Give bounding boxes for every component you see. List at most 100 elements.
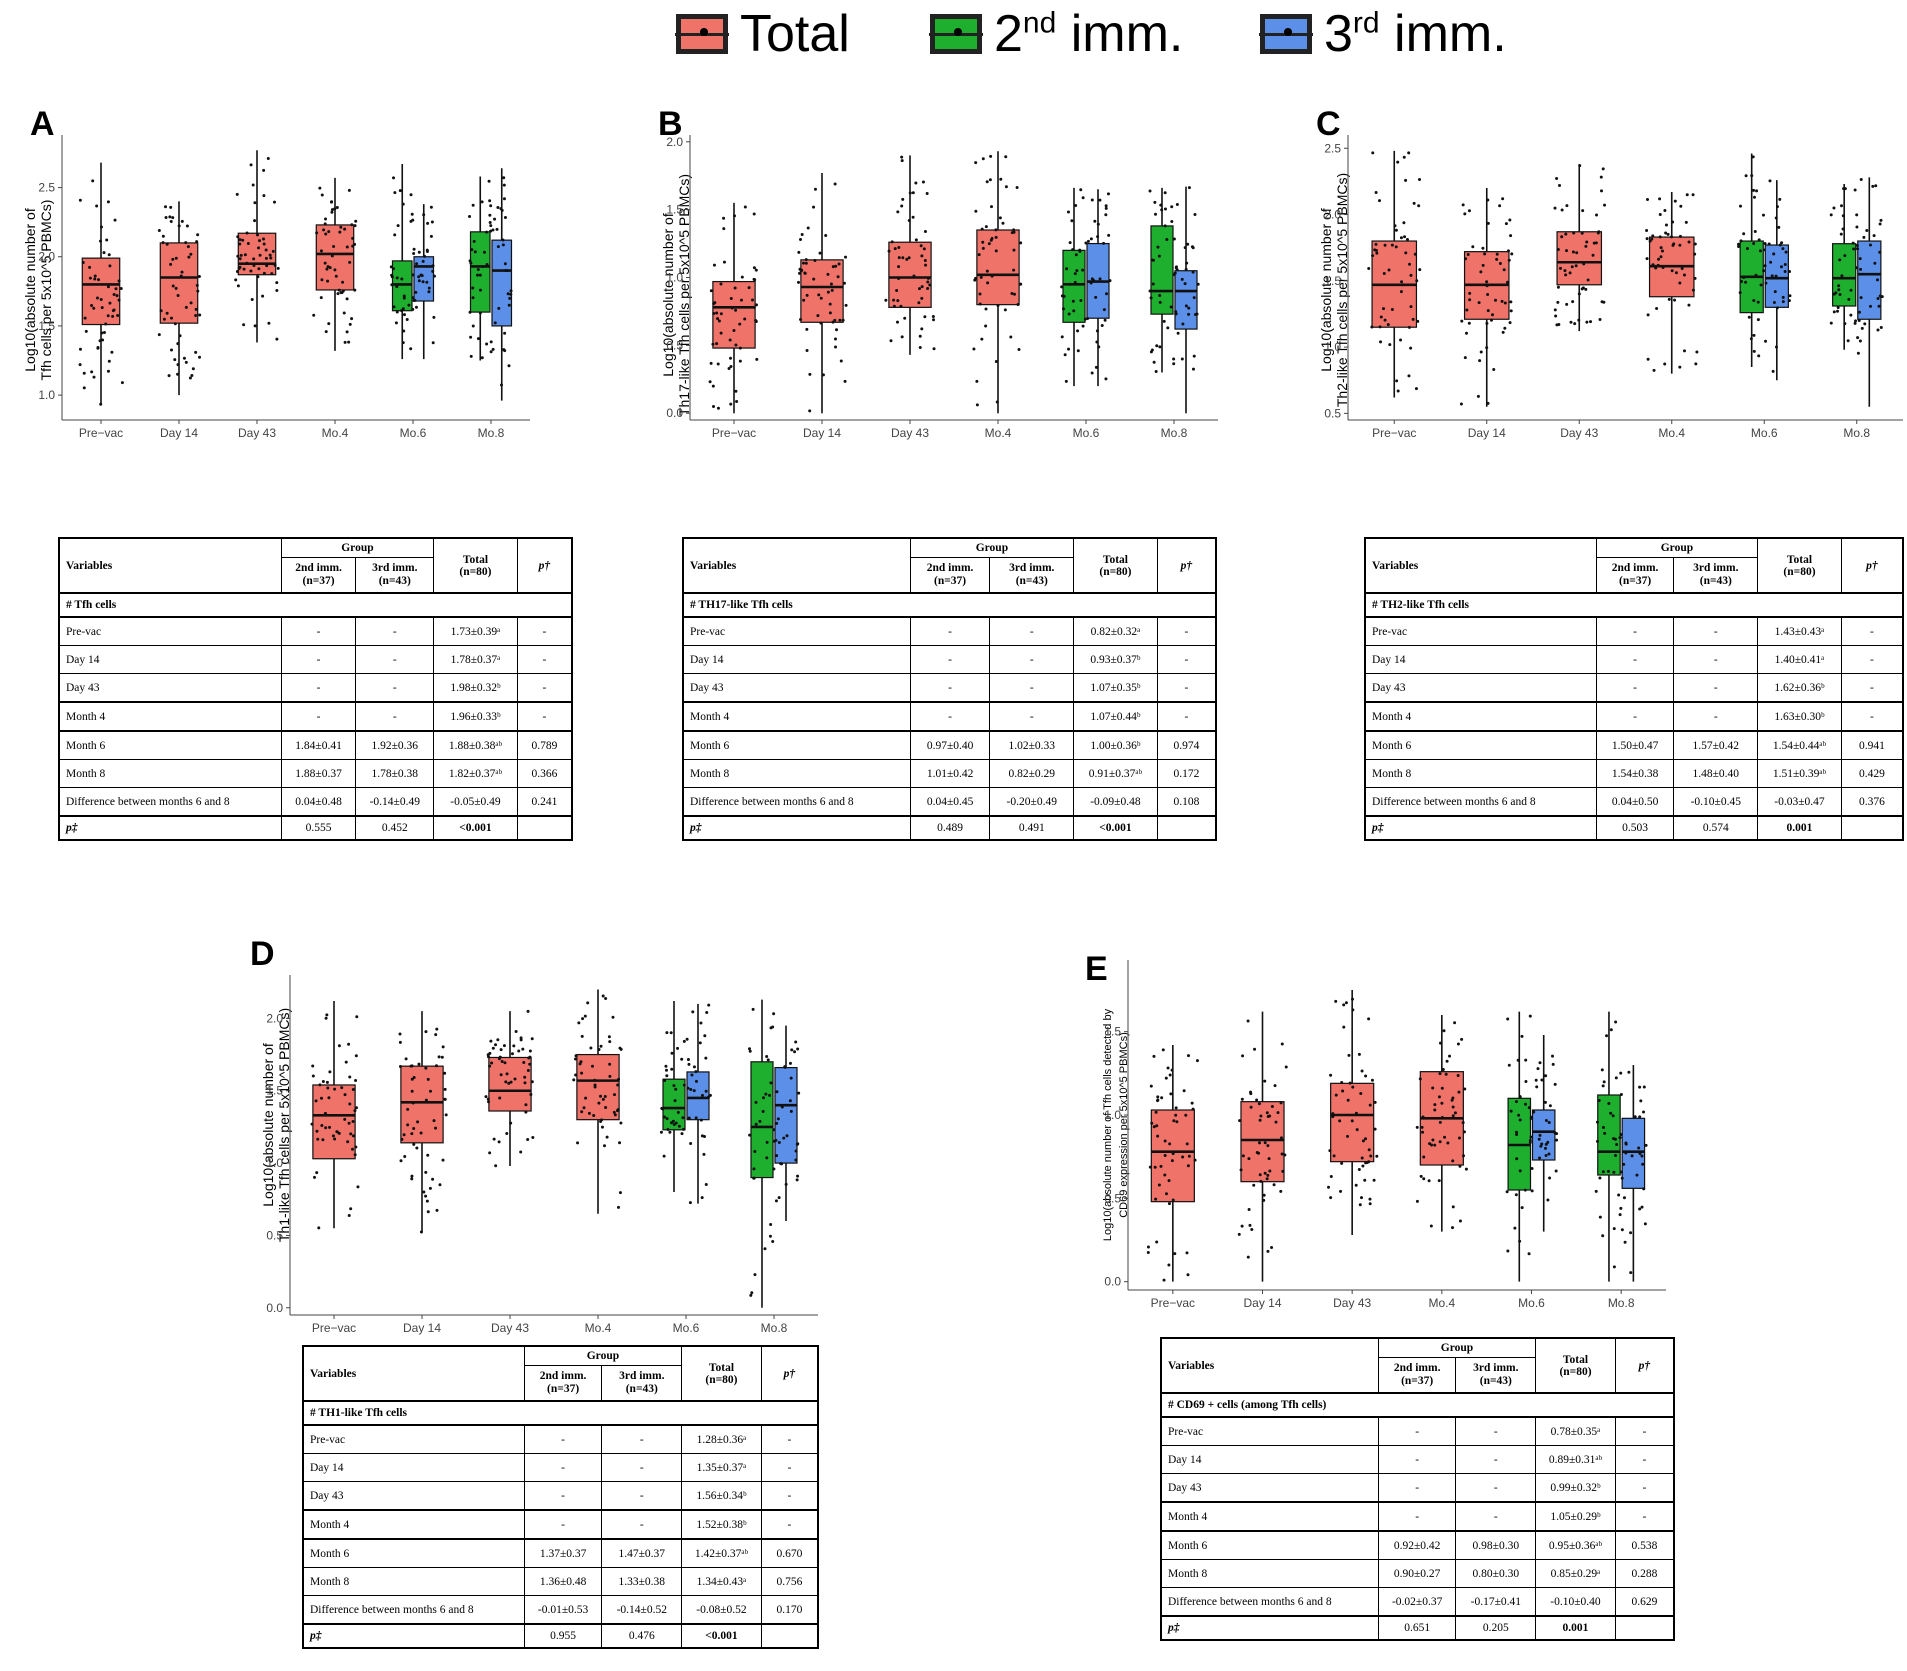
- data-point: [1596, 1139, 1600, 1143]
- data-point: [1163, 1154, 1167, 1158]
- table-cell: 1.51±0.39ᵃᵇ: [1757, 759, 1842, 788]
- data-point: [1498, 204, 1502, 208]
- data-point: [1619, 1071, 1623, 1075]
- data-point: [503, 262, 507, 266]
- data-point: [618, 1191, 622, 1195]
- data-point: [819, 321, 823, 325]
- data-point: [1104, 206, 1108, 210]
- data-point: [411, 296, 415, 300]
- data-point: [989, 238, 993, 242]
- data-point: [1079, 298, 1083, 302]
- data-point: [1399, 338, 1403, 342]
- data-point: [414, 305, 418, 309]
- data-point: [1399, 236, 1403, 240]
- table-cell: -: [1614, 1501, 1675, 1532]
- data-point: [1440, 1116, 1444, 1120]
- y-tick-label: 1.0: [1104, 1108, 1121, 1122]
- data-point: [1614, 1153, 1618, 1157]
- data-point: [1759, 283, 1763, 287]
- data-point: [1660, 249, 1664, 253]
- data-point: [1191, 246, 1195, 250]
- table-cell: -: [1156, 645, 1217, 674]
- panel-letter-b: B: [658, 105, 683, 143]
- table-cell: 0.89±0.31ᵃᵇ: [1535, 1445, 1616, 1474]
- data-point: [1498, 261, 1502, 265]
- data-point: [1187, 1054, 1191, 1058]
- data-point: [1405, 237, 1409, 241]
- data-point: [1763, 264, 1767, 268]
- data-point: [1417, 204, 1421, 208]
- data-point: [245, 231, 249, 235]
- data-point: [677, 1124, 681, 1128]
- data-point: [1524, 1080, 1528, 1084]
- table-row: Day 43- -1.98±0.32ᵇ -: [58, 673, 573, 703]
- data-point: [818, 251, 822, 255]
- data-point: [179, 274, 183, 278]
- row-label: Pre-vac: [682, 616, 911, 646]
- data-point: [167, 374, 171, 378]
- data-point: [1520, 1034, 1524, 1038]
- data-point: [1153, 200, 1157, 204]
- data-point: [1518, 1095, 1522, 1099]
- data-point: [735, 399, 739, 403]
- data-point: [100, 306, 104, 310]
- row-label: Month 8: [1364, 759, 1597, 788]
- data-point: [1515, 1130, 1519, 1134]
- data-point: [392, 176, 396, 180]
- data-point: [322, 228, 326, 232]
- data-point: [432, 1119, 436, 1123]
- row-label: Month 8: [1160, 1559, 1379, 1588]
- data-point: [107, 359, 111, 363]
- data-point: [1267, 1157, 1271, 1161]
- data-point: [1582, 262, 1586, 266]
- data-point: [1857, 310, 1861, 314]
- data-point: [795, 1142, 799, 1146]
- data-point: [1486, 309, 1490, 313]
- data-point: [104, 322, 108, 326]
- data-point: [507, 1081, 511, 1085]
- data-point: [438, 1183, 442, 1187]
- data-point: [400, 277, 404, 281]
- box-iqr: [1597, 1094, 1621, 1176]
- p-row-label: p‡: [682, 815, 911, 841]
- data-point: [522, 1060, 526, 1064]
- data-point: [99, 298, 103, 302]
- data-point: [662, 1115, 666, 1119]
- table-cell: 1.48±0.40: [1673, 759, 1759, 788]
- data-point: [1176, 331, 1180, 335]
- data-point: [353, 224, 357, 228]
- table-cell: -: [909, 673, 991, 703]
- data-point: [709, 289, 713, 293]
- box-total-1: [1459, 188, 1514, 407]
- data-point: [1365, 1161, 1369, 1165]
- data-point: [980, 337, 984, 341]
- data-point: [1258, 1141, 1262, 1145]
- data-point: [1193, 1158, 1197, 1162]
- data-point: [1598, 1215, 1602, 1219]
- table-row: Month 4- -1.96±0.33ᵇ -: [58, 701, 573, 732]
- data-point: [1238, 1119, 1242, 1123]
- data-point: [1266, 1249, 1270, 1253]
- data-point: [754, 1100, 758, 1104]
- data-point: [1656, 263, 1660, 267]
- box-3rd-imm-5: [1619, 1065, 1648, 1282]
- data-point: [897, 246, 901, 250]
- data-point: [1856, 336, 1860, 340]
- data-point: [400, 1137, 404, 1141]
- data-point: [1612, 1137, 1616, 1141]
- data-point: [425, 248, 429, 252]
- data-point: [1166, 326, 1170, 330]
- data-point: [1154, 369, 1158, 373]
- data-point: [748, 1133, 752, 1137]
- data-point: [1334, 999, 1338, 1003]
- data-point: [1241, 1154, 1245, 1158]
- table-cell: 1.05±0.29ᵇ: [1535, 1501, 1616, 1532]
- data-point: [831, 320, 835, 324]
- data-point: [1364, 1074, 1368, 1078]
- data-point: [1415, 1199, 1419, 1203]
- data-point: [1624, 1142, 1628, 1146]
- row-label: Month 6: [682, 730, 911, 760]
- data-point: [426, 1077, 430, 1081]
- data-point: [353, 1109, 357, 1113]
- data-point: [1855, 244, 1859, 248]
